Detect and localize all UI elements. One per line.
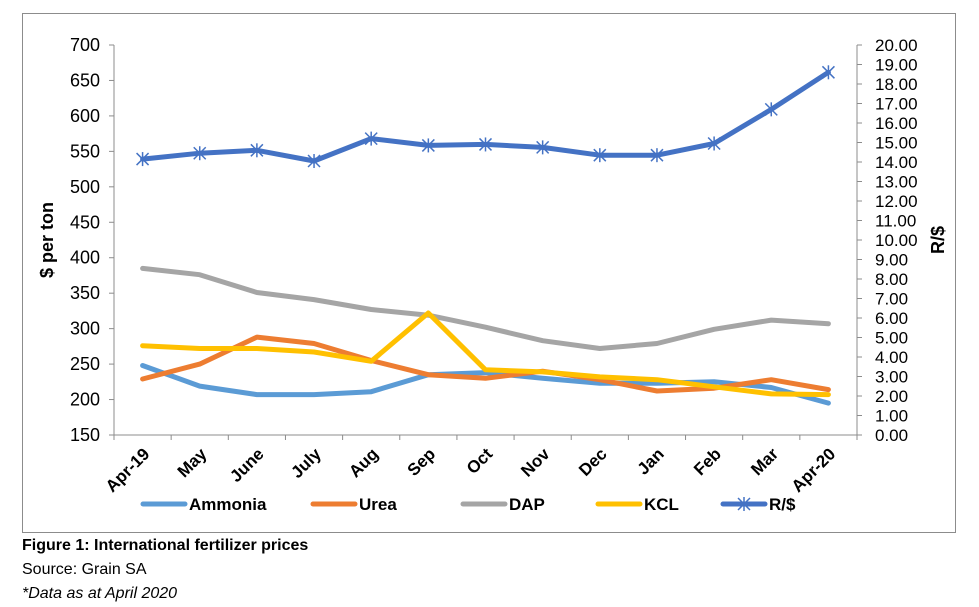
right-tick-label: 7.00 bbox=[875, 290, 908, 309]
right-tick-label: 13.00 bbox=[875, 173, 918, 192]
left-tick-label: 500 bbox=[70, 177, 100, 197]
left-tick-label: 150 bbox=[70, 425, 100, 445]
x-category-label: Nov bbox=[517, 444, 554, 481]
y-axis-title: $ per ton bbox=[37, 202, 57, 278]
left-tick-label: 700 bbox=[70, 35, 100, 55]
data-point-r bbox=[307, 154, 321, 169]
left-tick-label: 650 bbox=[70, 70, 100, 90]
data-point-r bbox=[478, 137, 493, 152]
x-category-label: Jan bbox=[634, 444, 668, 478]
legend-label: Ammonia bbox=[189, 495, 267, 514]
legend-marker bbox=[737, 497, 751, 511]
right-tick-label: 4.00 bbox=[875, 348, 908, 367]
right-tick-label: 2.00 bbox=[875, 387, 908, 406]
data-point-r bbox=[136, 152, 150, 167]
right-tick-label: 5.00 bbox=[875, 329, 908, 348]
right-tick-label: 17.00 bbox=[875, 95, 918, 114]
x-category-label: Mar bbox=[747, 444, 782, 479]
data-point-r bbox=[764, 102, 778, 117]
x-category-label: May bbox=[174, 444, 211, 481]
right-tick-label: 20.00 bbox=[875, 36, 918, 55]
x-category-label: June bbox=[226, 444, 267, 485]
right-tick-label: 6.00 bbox=[875, 309, 908, 328]
y2-axis-title: R/$ bbox=[928, 226, 948, 254]
data-point-r bbox=[593, 148, 607, 163]
x-category-label: Feb bbox=[690, 444, 725, 479]
data-point-r bbox=[193, 146, 207, 161]
right-tick-label: 10.00 bbox=[875, 231, 918, 250]
x-category-label: Apr-20 bbox=[788, 444, 840, 496]
legend-label: DAP bbox=[509, 495, 545, 514]
line-chart: 150 200 250 300 350 400 450 500 550 600 650 700 0.00… bbox=[37, 35, 948, 514]
series-line-ammonia bbox=[140, 363, 831, 406]
legend-label: R/$ bbox=[769, 495, 796, 514]
right-tick-label: 19.00 bbox=[875, 56, 918, 75]
x-category-label: Dec bbox=[575, 444, 610, 479]
left-tick-label: 350 bbox=[70, 283, 100, 303]
right-tick-label: 11.00 bbox=[875, 212, 916, 231]
legend-label: Urea bbox=[359, 495, 397, 514]
data-point-r bbox=[821, 65, 835, 80]
left-tick-label: 600 bbox=[70, 106, 100, 126]
x-category-label: Oct bbox=[463, 444, 497, 478]
figure-note: *Data as at April 2020 bbox=[22, 585, 178, 602]
x-category-label: Apr-19 bbox=[102, 444, 154, 496]
right-tick-label: 16.00 bbox=[875, 114, 918, 133]
right-tick-label: 1.00 bbox=[875, 407, 908, 426]
right-tick-label: 18.00 bbox=[875, 75, 918, 94]
right-tick-label: 0.00 bbox=[875, 426, 908, 445]
figure-title: Figure 1: International fertilizer price… bbox=[22, 537, 309, 554]
x-category-label: July bbox=[287, 444, 325, 482]
figure-source: Source: Grain SA bbox=[22, 561, 147, 578]
data-point-r bbox=[707, 136, 721, 151]
data-point-r bbox=[650, 148, 664, 163]
series-line-kcl bbox=[140, 310, 831, 398]
right-tick-label: 9.00 bbox=[875, 251, 908, 270]
right-tick-label: 14.00 bbox=[875, 153, 918, 172]
left-tick-label: 300 bbox=[70, 319, 100, 339]
x-category-label: Sep bbox=[404, 444, 439, 479]
right-tick-label: 15.00 bbox=[875, 134, 918, 153]
right-tick-label: 12.00 bbox=[875, 192, 918, 211]
left-tick-label: 250 bbox=[70, 354, 100, 374]
left-tick-label: 450 bbox=[70, 212, 100, 232]
data-point-r bbox=[250, 143, 264, 158]
right-tick-label: 3.00 bbox=[875, 368, 908, 387]
right-tick-label: 8.00 bbox=[875, 270, 908, 289]
left-tick-label: 200 bbox=[70, 390, 100, 410]
left-tick-label: 400 bbox=[70, 248, 100, 268]
data-point-r bbox=[421, 138, 435, 153]
data-point-r bbox=[536, 140, 550, 155]
legend-label: KCL bbox=[644, 495, 679, 514]
series-line-dap bbox=[140, 265, 831, 351]
left-tick-label: 550 bbox=[70, 141, 100, 161]
data-point-r bbox=[364, 131, 378, 146]
x-category-label: Aug bbox=[345, 444, 382, 481]
chart-frame: 150 200 250 300 350 400 450 500 550 600 650 700 0.00… bbox=[22, 13, 956, 533]
